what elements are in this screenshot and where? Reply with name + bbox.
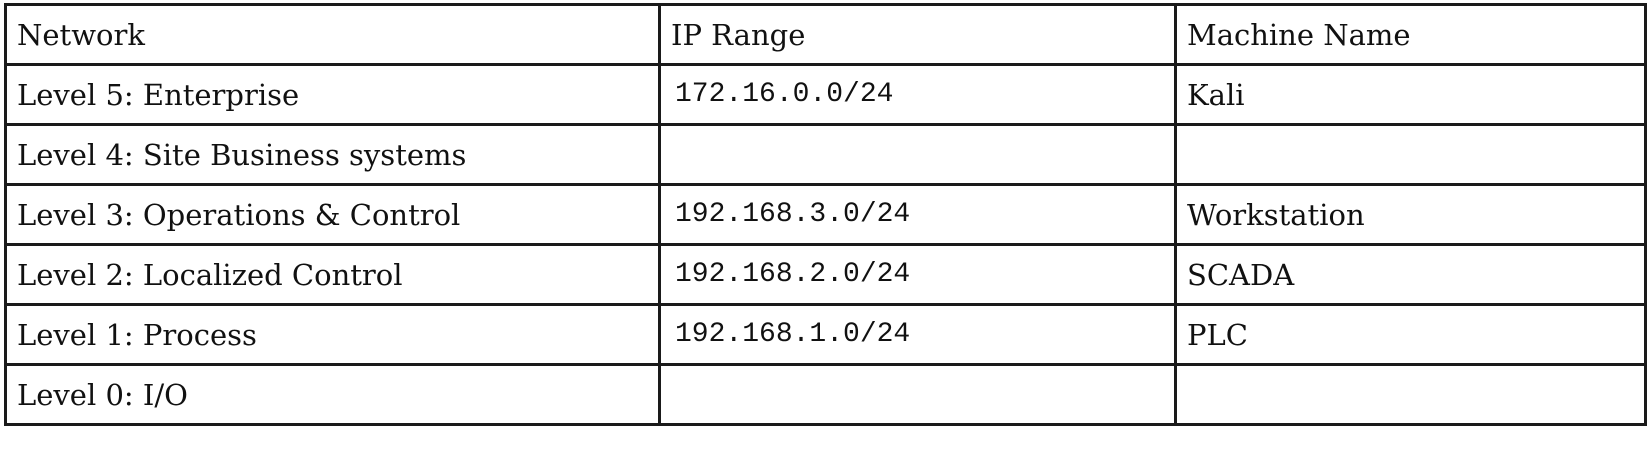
header-machine-name: Machine Name [1174,3,1647,66]
machine-name-cell [1174,123,1647,186]
machine-name-cell: Workstation [1174,183,1647,246]
table-header-row: Network IP Range Machine Name [4,3,1647,66]
table-row: Level 5: Enterprise 172.16.0.0/24 Kali [4,63,1647,126]
network-cell: Level 5: Enterprise [4,63,661,126]
table-row: Level 3: Operations & Control 192.168.3.… [4,183,1647,246]
network-cell: Level 4: Site Business systems [4,123,661,186]
ip-range-cell: 192.168.1.0/24 [658,303,1177,366]
ip-range-cell: 192.168.2.0/24 [658,243,1177,306]
table-row: Level 2: Localized Control 192.168.2.0/2… [4,243,1647,306]
machine-name-cell [1174,363,1647,426]
network-cell: Level 0: I/O [4,363,661,426]
machine-name-cell: SCADA [1174,243,1647,306]
table-row: Level 4: Site Business systems [4,123,1647,186]
table-row: Level 0: I/O [4,363,1647,426]
network-table: Network IP Range Machine Name Level 5: E… [4,3,1647,426]
network-table-container: Network IP Range Machine Name Level 5: E… [4,3,1647,426]
network-cell: Level 1: Process [4,303,661,366]
ip-range-cell [658,363,1177,426]
ip-range-cell: 192.168.3.0/24 [658,183,1177,246]
ip-range-cell: 172.16.0.0/24 [658,63,1177,126]
machine-name-cell: Kali [1174,63,1647,126]
header-network: Network [4,3,661,66]
network-cell: Level 2: Localized Control [4,243,661,306]
ip-range-cell [658,123,1177,186]
table-row: Level 1: Process 192.168.1.0/24 PLC [4,303,1647,366]
network-cell: Level 3: Operations & Control [4,183,661,246]
machine-name-cell: PLC [1174,303,1647,366]
header-ip-range: IP Range [658,3,1177,66]
